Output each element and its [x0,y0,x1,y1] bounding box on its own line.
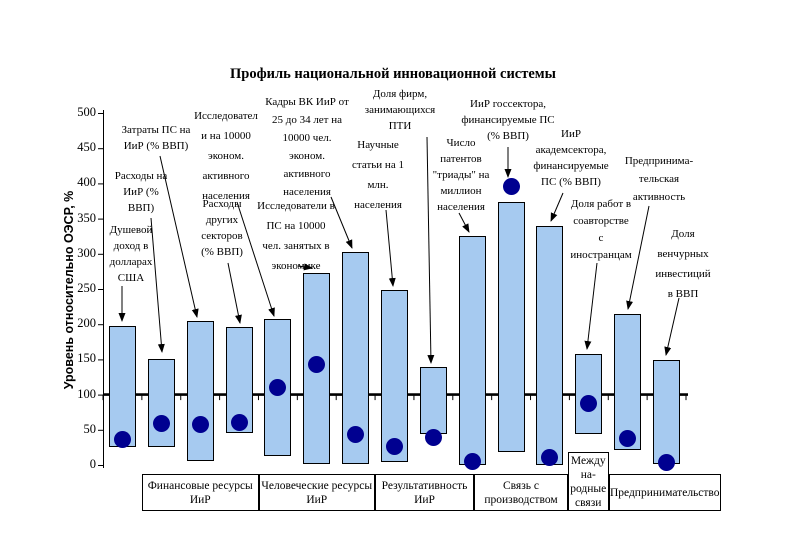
range-bar [653,360,681,464]
y-tick-label: 200 [77,316,96,331]
group-box: Между на- родные связи [568,452,609,511]
value-dot [347,426,365,444]
leader-arrow [458,212,470,233]
value-dot [619,430,637,448]
range-bar [381,290,408,463]
y-tick-label: 500 [77,105,96,119]
indicator-label: ИиР академсектора, финансируемые ПС (% В… [533,128,609,188]
indicator-label: Доля фирм, занимающихся ПТИ [364,88,436,132]
range-bar [614,314,642,450]
leader-arrow [584,262,598,350]
indicator-label: Исследователи в ПС на 10000 чел. занятых… [257,200,335,272]
group-box: Человеческие ресурсы ИиР [258,474,375,511]
value-dot [541,449,559,467]
range-bar [419,367,447,435]
chart-title: Профиль национальной инновационной систе… [229,66,556,82]
group-box: Финансовые ресурсы ИиР [142,474,259,511]
value-dot [269,379,287,397]
leader-arrow [385,209,396,287]
value-dot [580,395,598,413]
indicator-label: Доля венчурных инвестиций в ВВП [655,228,711,300]
value-dot [152,414,170,432]
indicator-label: Затраты ПС на ИиР (% ВВП) [121,124,191,152]
y-tick-label: 50 [83,421,97,436]
value-dot [308,355,326,373]
indicator-label: ИиР госсектора, финансируемые ПС (% ВВП) [461,98,555,142]
y-tick-label: 300 [77,245,96,260]
value-dot [463,452,481,470]
value-dot [191,416,209,434]
y-tick-label: 400 [77,175,96,190]
range-bar [575,353,603,435]
range-bar [497,202,525,452]
value-dot [658,453,676,471]
y-tick-label: 0 [89,457,96,471]
indicator-label: Душевой доход в долларах США [109,224,153,284]
group-box: Предпринимательство [608,474,721,511]
y-tick-label: 150 [77,351,96,366]
leader-arrow [227,262,242,324]
range-bar [108,326,136,448]
group-box: Результативность ИиР [375,474,474,511]
indicator-label: Предпринима- тельская активность [624,155,694,203]
range-bar [536,225,564,465]
value-dot [424,429,442,447]
indicator-label: Научные статьи на 1 млн. населения [352,139,404,211]
range-bar [147,359,175,447]
range-bar [186,320,214,462]
y-tick-label: 100 [77,386,96,401]
indicator-label: Число патентов "триады" на миллион насел… [432,137,490,213]
indicator-label: Кадры ВК ИиР от 25 до 34 лет на 10000 че… [265,96,349,198]
y-tick-label: 350 [77,210,96,225]
indicator-label: Доля работ в соавторстве с иностранцам [570,198,632,261]
range-bar [458,236,486,465]
indicator-label: Исследовател и на 10000 эконом. активног… [194,110,258,202]
value-dot [113,431,131,449]
group-box: Связь с производством [474,474,568,511]
y-tick-label: 250 [77,281,96,295]
indicator-label: Расходы других секторов (% ВВП) [201,198,243,258]
indicator-label: Расходы на ИиР (% ВВП) [114,170,168,214]
leader-arrow [664,297,680,356]
value-dot [386,438,403,456]
value-dot [230,414,248,432]
y-tick-label: 450 [77,140,96,155]
value-dot [502,177,520,195]
